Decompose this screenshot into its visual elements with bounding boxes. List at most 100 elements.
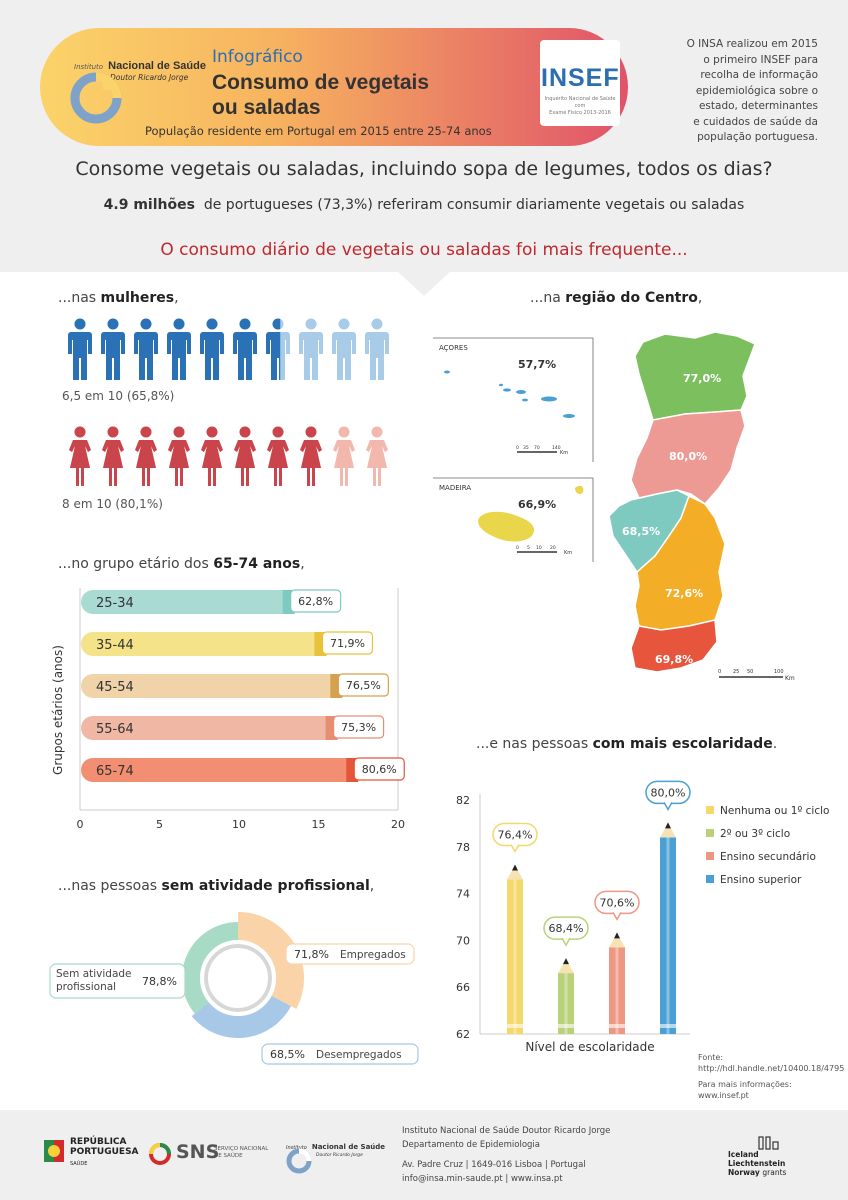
insa-logo: Instituto Nacional de Saúde Doutor Ricar… [74,60,206,82]
donut-value-label: 78,8% [142,975,177,988]
age-bar-55-64: 55-64 75,3% [81,715,385,740]
man-figure-5 [200,318,224,380]
svg-text:25: 25 [733,669,739,675]
page-title-line1: Consumo de vegetais [212,71,430,94]
insef-logo: INSEF [541,64,620,92]
pencil-2: 68,4% [543,916,589,1034]
age-bar [81,674,344,698]
survey-question: Consome vegetais ou saladas, incluindo s… [75,158,773,180]
madeira-label: MADEIRA [439,484,471,492]
edu-y-tick: 74 [456,888,470,901]
pencil-4: 80,0% [645,780,691,1034]
algarve-value: 69,8% [655,653,693,666]
woman-figure-3 [135,426,157,486]
age-category-label: 65-74 [96,764,134,779]
donut-category-label: Sem atividade [56,968,132,980]
woman-figure-8 [300,426,322,486]
svg-text:Km: Km [785,675,795,682]
norte-value: 77,0% [683,372,721,385]
men-caption: 6,5 em 10 (65,8%) [62,389,175,403]
age-x-tick: 0 [77,818,84,831]
men-pictogram [68,318,389,380]
section-title-women: ...nas mulheres, [58,290,179,306]
woman-figure-9 [333,426,355,486]
azores-islands [444,370,575,418]
svg-text:Km: Km [560,450,568,456]
footer-contacts[interactable]: info@insa.min-saude.pt | www.insa.pt [402,1174,563,1184]
education-pencil-chart: Nível de escolaridade 82 78 74 70 66 62 76,4% N… [456,780,829,1054]
pencil-body [609,947,625,1034]
azores-frame [433,337,594,462]
man-figure-9 [332,318,356,380]
age-bar-chart: Grupos etários (anos) 0 5 10 15 20 25-34 62,8%… [51,588,405,831]
section-title-region: ...na região do Centro, [530,290,703,306]
age-value-label: 80,6% [362,763,397,776]
edu-y-tick: 78 [456,841,470,854]
sns-logo-icon [149,1143,171,1165]
edu-y-tick: 82 [456,794,470,807]
region-norte [634,331,756,421]
age-category-label: 35-44 [96,638,134,653]
age-value-box [332,715,385,739]
more-info-link[interactable]: www.insef.pt [698,1091,749,1100]
pencil-1: 76,4% [492,822,538,1034]
donut-slice-1 [182,922,238,1014]
donut-category-label: Desempregados [316,1049,402,1061]
sns-subtitle: SERVIÇO NACIONAL DE SAÚDE [214,1146,269,1159]
woman-figure-7 [267,426,289,486]
age-bar-65-74: 65-74 80,6% [81,757,405,782]
age-value-label: 62,8% [298,595,333,608]
source-link[interactable]: http://hdl.handle.net/10400.18/4795 [698,1064,845,1073]
svg-text:0: 0 [718,669,721,675]
man-figure-10 [365,318,389,380]
svg-text:140: 140 [552,445,561,451]
svg-text:0: 0 [516,545,519,551]
age-x-tick: 5 [156,818,163,831]
donut-value-label: 71,8% [294,948,329,961]
man-figure-7 [266,318,290,380]
svg-text:5: 5 [527,545,530,551]
edu-legend-label: Nenhuma ou 1º ciclo [720,805,829,817]
footer-address: Instituto Nacional de Saúde Doutor Ricar… [402,1126,611,1184]
headline-stat: 4.9 milhões de portugueses (73,3%) refer… [103,197,745,213]
pencil-value-label: 70,6% [600,896,635,909]
woman-figure-4 [168,426,190,486]
age-bar [81,758,360,782]
edu-y-tick: 66 [456,981,470,994]
svg-text:Km: Km [564,550,572,556]
eea-grants-logo: Iceland Liechtenstein Norway grants [728,1150,787,1177]
source-note: Fonte: http://hdl.handle.net/10400.18/47… [698,1053,845,1100]
page-subtitle: População residente em Portugal em 2015 … [145,124,492,138]
donut-value-label: 68,5% [270,1048,305,1061]
insef-caption: Inquérito Nacional de Saúde com Exame Fí… [544,96,616,116]
man-figure-8 [299,318,323,380]
svg-text:0: 0 [516,445,519,451]
madeira-island [478,511,535,542]
edu-legend-label: Ensino superior [720,874,802,886]
eea-grants-icon [758,1136,779,1150]
pencil-tip [609,933,625,948]
insa-note: O INSA realizou em 2015 o primeiro INSEF … [686,38,818,143]
donut-slice-3 [191,995,291,1038]
footer-insa-logo: Instituto Nacional de Saúde Doutor Ricar… [286,1143,386,1158]
republica-emblem-icon [44,1140,64,1162]
age-bar-45-54: 45-54 76,5% [81,673,389,698]
edu-legend-swatch [706,829,714,837]
insef-logo-box [540,40,620,126]
woman-figure-5 [201,426,223,486]
age-value-box [290,589,342,613]
age-value-label: 71,9% [330,637,365,650]
pencil-body [660,837,676,1034]
pencil-tip [558,959,574,974]
madeira-frame [433,477,594,562]
age-x-tick: 20 [391,818,405,831]
azores-value: 57,7% [518,358,556,371]
woman-figure-10 [366,426,388,486]
age-value-box [321,631,374,655]
age-bar-35-44: 35-44 71,9% [81,631,374,656]
women-caption: 8 em 10 (80,1%) [62,497,163,511]
edu-y-tick: 70 [456,934,470,947]
age-category-label: 45-54 [96,680,134,695]
edu-y-tick: 62 [456,1028,470,1041]
